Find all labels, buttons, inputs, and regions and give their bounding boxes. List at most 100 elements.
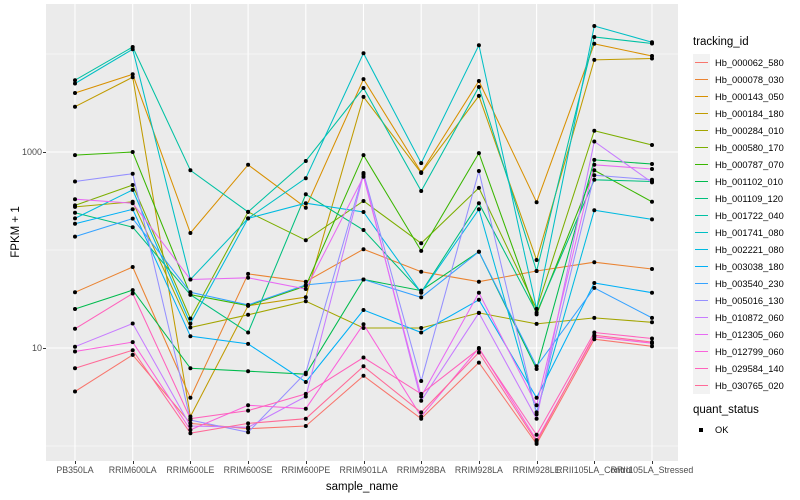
data-point — [534, 269, 539, 273]
data-point — [361, 174, 366, 179]
legend-item-label: Hb_000184_180 — [715, 108, 784, 119]
data-point — [130, 216, 135, 221]
data-point — [188, 290, 193, 295]
data-point — [592, 260, 597, 265]
data-point — [73, 344, 77, 349]
x-tick-mark — [421, 461, 423, 464]
data-point — [361, 77, 366, 82]
legend-item: Hb_029584_140 — [693, 360, 784, 377]
data-point — [246, 403, 251, 408]
data-point — [130, 207, 135, 212]
data-point — [246, 421, 251, 426]
data-point — [303, 205, 308, 210]
legend-key — [693, 343, 710, 360]
data-point — [188, 416, 193, 421]
x-tick-mark — [132, 461, 134, 464]
data-point — [361, 355, 366, 360]
data-point — [73, 349, 77, 354]
legend-item: Hb_000062_580 — [693, 54, 784, 71]
chart-svg — [46, 4, 678, 461]
data-point — [592, 139, 597, 144]
data-point — [476, 346, 481, 351]
legend-item: Hb_000184_180 — [693, 105, 784, 122]
data-point — [476, 151, 481, 156]
data-point — [592, 168, 597, 173]
data-point — [361, 210, 366, 214]
x-tick-label: RRIM928LA — [454, 465, 503, 475]
legend-item-label: Hb_012799_060 — [715, 346, 784, 357]
data-point — [361, 373, 366, 378]
x-tick-mark — [75, 461, 76, 464]
data-point — [592, 208, 597, 213]
legend-item-label: Hb_012305_060 — [715, 329, 784, 340]
x-tick-mark — [305, 461, 307, 464]
data-point — [303, 282, 308, 287]
data-point — [476, 93, 481, 98]
data-point — [476, 201, 481, 206]
data-point — [303, 201, 308, 206]
legend-key — [693, 360, 710, 377]
data-point — [188, 325, 193, 330]
data-point — [246, 209, 251, 214]
legend-key — [693, 122, 710, 139]
data-point — [130, 72, 135, 77]
data-point — [303, 238, 308, 243]
legend-item-label: Hb_000143_050 — [715, 91, 784, 102]
data-point — [419, 189, 424, 193]
data-point — [361, 94, 366, 99]
data-point — [246, 430, 251, 435]
legend-item-label: Hb_000787_070 — [715, 159, 784, 170]
legend-item: Hb_001741_080 — [693, 224, 784, 241]
legend-key — [693, 292, 710, 309]
data-point — [303, 279, 308, 284]
gridlines — [46, 4, 678, 461]
x-tick-label: RRIM600PE — [281, 465, 331, 475]
ok-key — [693, 421, 710, 438]
data-point — [592, 333, 597, 338]
data-point — [419, 290, 424, 295]
data-point — [130, 288, 135, 293]
data-point — [188, 334, 193, 339]
data-point — [650, 167, 654, 171]
data-point — [188, 316, 193, 321]
data-point — [73, 307, 77, 311]
legend-key-line-icon — [695, 61, 708, 64]
data-point — [361, 86, 366, 90]
data-point — [246, 162, 251, 167]
data-point — [130, 201, 135, 206]
x-tick-mark — [363, 461, 365, 464]
data-point — [592, 24, 597, 28]
data-point — [73, 81, 77, 86]
legend-item-label: Hb_029584_140 — [715, 363, 784, 374]
data-point — [361, 308, 366, 312]
legend-key-line-icon — [695, 214, 708, 217]
legend-item-ok: OK — [693, 421, 728, 438]
legend-item: Hb_000580_170 — [693, 139, 784, 156]
data-point — [419, 295, 424, 300]
data-point — [534, 307, 539, 311]
data-point — [73, 91, 77, 95]
legend-item-label: Hb_001109_120 — [715, 193, 784, 204]
data-point — [476, 207, 481, 212]
y-tick-label: 10 — [31, 343, 42, 353]
x-tick-label: RRIM901LA — [339, 465, 388, 475]
data-point — [130, 265, 135, 269]
data-point — [303, 192, 308, 197]
plot-panel — [46, 4, 678, 461]
x-tick-label: RRII105LA_Control — [556, 465, 633, 475]
data-point — [419, 379, 424, 383]
data-point — [592, 177, 597, 182]
x-tick-mark — [594, 461, 596, 464]
data-point — [534, 258, 539, 262]
data-point — [130, 291, 135, 296]
data-point — [592, 162, 597, 167]
data-point — [188, 366, 193, 371]
legend-key-line-icon — [695, 333, 708, 336]
data-point — [534, 321, 539, 326]
legend-key — [693, 139, 710, 156]
legend-key-line-icon — [695, 197, 708, 200]
data-point — [650, 267, 654, 271]
data-point — [476, 360, 481, 365]
legend-key — [693, 190, 710, 207]
data-point — [361, 199, 366, 203]
